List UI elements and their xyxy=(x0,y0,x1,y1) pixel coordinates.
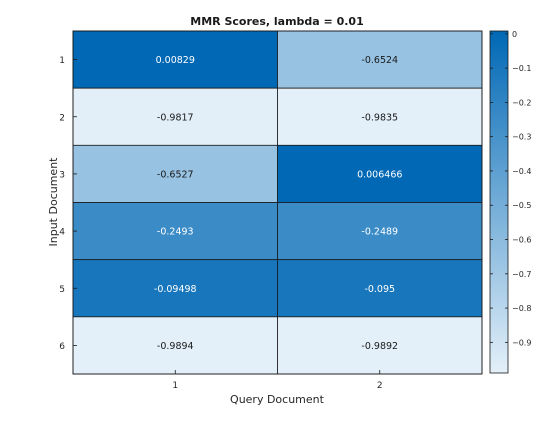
colorbar-tick-label: −0.5 xyxy=(512,201,531,210)
heatmap-cell xyxy=(72,144,278,203)
heatmap-cell xyxy=(277,87,483,146)
y-tick-label: 2 xyxy=(59,113,65,123)
cell-value-label: -0.9894 xyxy=(157,341,194,352)
colorbar-tick-label: 0 xyxy=(512,30,517,39)
heatmap-cell xyxy=(72,87,278,146)
cell-value-label: -0.2489 xyxy=(361,227,398,238)
cell-value-label: -0.6524 xyxy=(361,55,398,66)
cell-value-label: -0.2493 xyxy=(157,227,194,238)
colorbar-tick-label: −0.2 xyxy=(512,98,531,107)
y-tick-label: 5 xyxy=(59,285,65,295)
plot-border xyxy=(72,30,483,375)
heatmap-cell xyxy=(277,259,483,318)
colorbar-tick-label: −0.7 xyxy=(512,270,531,279)
cell-value-label: -0.9892 xyxy=(361,341,398,352)
heatmap-cell xyxy=(72,30,278,89)
colorbar-tick-label: −0.6 xyxy=(512,236,531,245)
heatmap-cells: 0.00829 -0.6524 -0.9817 -0.9835 -0.6527 0.006… xyxy=(72,30,483,375)
cell-value-label: 0.006466 xyxy=(357,169,402,180)
cell-value-label: -0.9835 xyxy=(361,112,398,123)
cell-value-label: 0.00829 xyxy=(156,55,195,66)
heatmap-cell xyxy=(277,144,483,203)
colorbar-tick-label: −0.4 xyxy=(512,167,531,176)
colorbar: 0 −0.1 −0.2 −0.3 −0.4 −0.5 −0.6 −0.7 −0.8 −0.9 xyxy=(489,30,531,374)
chart-title: MMR Scores, lambda = 0.01 xyxy=(190,15,363,28)
colorbar-gradient xyxy=(489,30,509,374)
x-tick-label: 2 xyxy=(377,381,383,391)
colorbar-tick-label: −0.3 xyxy=(512,133,531,142)
y-tick-label: 6 xyxy=(59,342,65,352)
colorbar-tick-label: −0.9 xyxy=(512,338,531,347)
cell-value-label: -0.9817 xyxy=(157,112,194,123)
y-axis-ticks: 1 2 3 4 5 6 xyxy=(59,56,77,352)
y-tick-label: 4 xyxy=(59,228,65,238)
y-axis-label: Input Document xyxy=(47,157,60,247)
heatmap-cell xyxy=(277,202,483,261)
colorbar-tick-label: −0.1 xyxy=(512,64,531,73)
cell-value-label: -0.095 xyxy=(364,284,395,295)
y-tick-label: 1 xyxy=(59,56,65,66)
heatmap-cell xyxy=(277,316,483,375)
x-axis-label: Query Document xyxy=(230,393,325,406)
x-tick-label: 1 xyxy=(172,381,178,391)
y-tick-label: 3 xyxy=(59,170,65,180)
cell-value-label: -0.09498 xyxy=(154,284,197,295)
cell-value-label: -0.6527 xyxy=(157,169,194,180)
colorbar-tick-label: −0.8 xyxy=(512,304,531,313)
heatmap-cell xyxy=(277,30,483,89)
